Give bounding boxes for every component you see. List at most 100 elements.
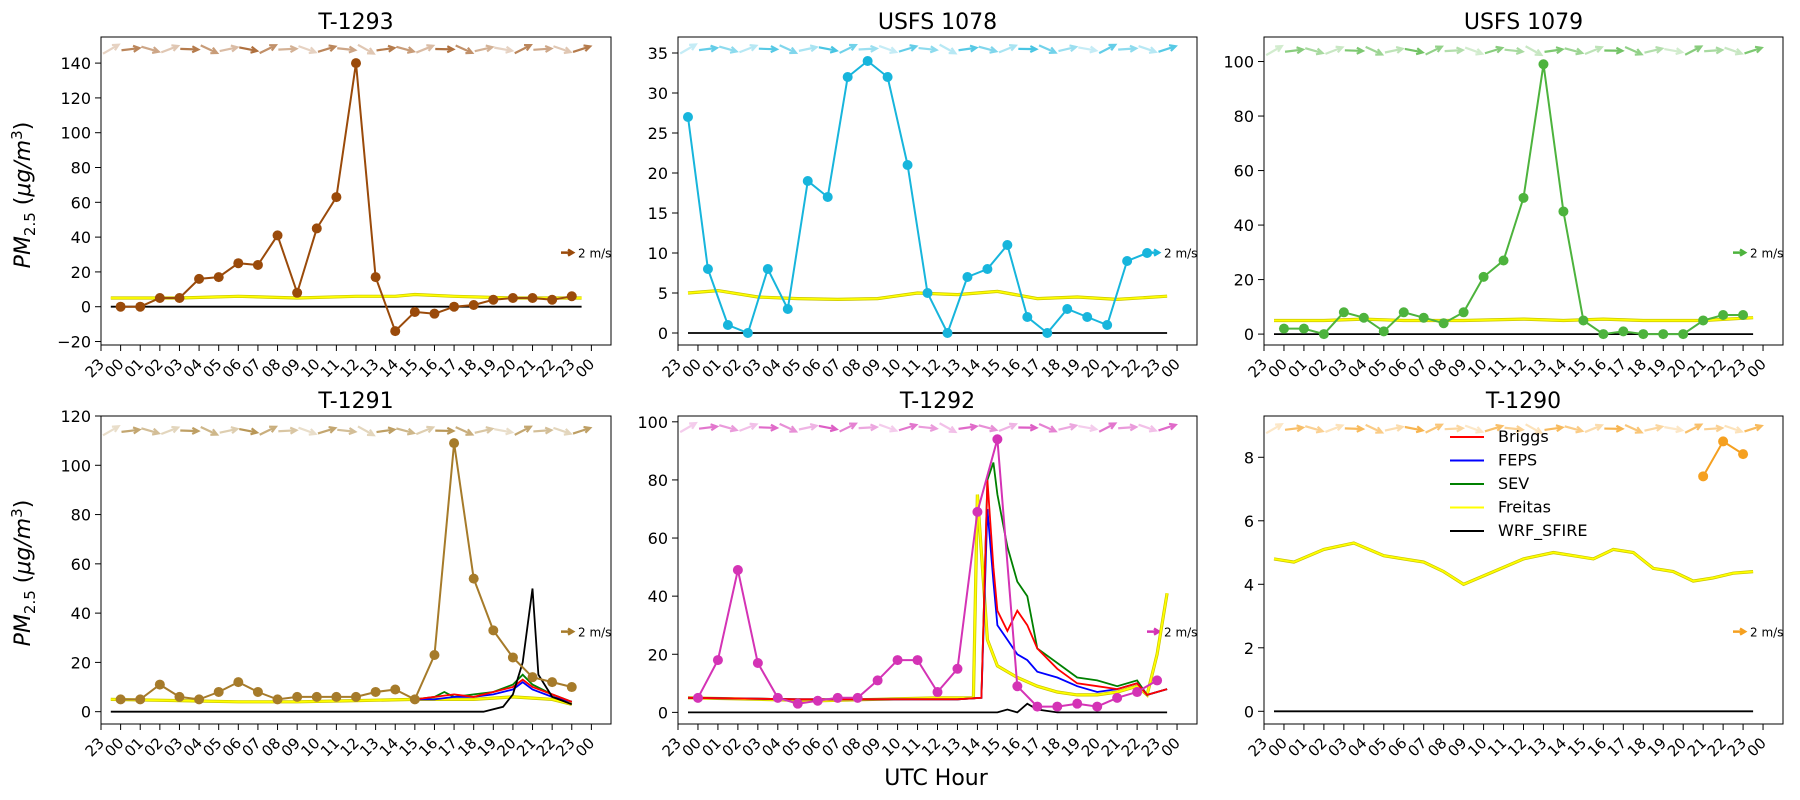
wind-arrow <box>1098 43 1118 55</box>
wind-arrow <box>160 425 181 436</box>
observation-point <box>351 691 361 702</box>
y-tick-label: 6 <box>1244 512 1254 531</box>
panel-title: USFS 1079 <box>1464 10 1583 35</box>
wind-arrow <box>1078 424 1099 433</box>
wind-key-label: 2 m/s <box>578 247 611 261</box>
wind-arrow <box>1624 424 1644 434</box>
y-tick-label: 0 <box>1244 702 1254 721</box>
y-tick-label: 8 <box>1244 448 1254 467</box>
observation-point <box>1132 687 1143 698</box>
observation-point <box>390 326 401 337</box>
wind-arrow <box>818 424 839 433</box>
wind-arrow <box>1365 423 1385 434</box>
wind-arrow <box>357 425 376 437</box>
panel-title: T-1290 <box>1485 389 1561 414</box>
observation-point <box>429 308 440 319</box>
wind-arrow <box>1158 44 1178 53</box>
y-tick-label: 0 <box>81 298 91 317</box>
wind-arrow <box>102 43 121 55</box>
model-line-freitas <box>1273 542 1754 586</box>
observation-point <box>1418 312 1429 323</box>
y-tick-label: 120 <box>60 89 91 108</box>
observation-point <box>1278 323 1289 334</box>
observation-point <box>507 652 518 663</box>
wind-arrow <box>918 424 939 432</box>
y-tick-label: 80 <box>71 506 91 525</box>
x-tick-label: 00 <box>572 734 598 760</box>
observation-point <box>722 320 733 330</box>
observation-point <box>547 294 558 305</box>
wind-arrow <box>1425 423 1444 434</box>
y-tick-label: 20 <box>71 263 91 282</box>
observation-point <box>370 272 381 283</box>
observation-point <box>115 301 126 312</box>
wind-arrow <box>1325 45 1345 55</box>
wind-arrow <box>180 45 201 54</box>
wind-key-arrow <box>1733 627 1748 636</box>
y-tick-label: 60 <box>71 555 91 574</box>
wind-arrow <box>878 423 899 433</box>
wind-arrow <box>1564 425 1585 434</box>
wind-arrow <box>679 421 698 434</box>
wind-arrow <box>718 424 739 433</box>
x-axis-label: UTC Hour <box>884 766 989 791</box>
observation-point <box>1072 698 1083 709</box>
wind-arrow <box>718 45 739 54</box>
observation-point <box>1738 310 1749 321</box>
observation-point <box>682 112 693 122</box>
wind-arrow <box>278 45 299 53</box>
wind-arrow <box>1464 424 1485 434</box>
legend-label: WRF_SFIRE <box>1498 521 1587 541</box>
observation-point <box>802 176 813 186</box>
observation-point <box>742 328 753 338</box>
observation-point <box>932 687 943 698</box>
wind-arrow <box>679 43 698 55</box>
observation-point <box>892 655 903 666</box>
wind-key-label: 2 m/s <box>1164 626 1197 640</box>
observation-point <box>1538 59 1549 70</box>
y-tick-label: 30 <box>648 84 668 103</box>
y-tick-label: 40 <box>71 604 91 623</box>
wind-arrow <box>1158 422 1178 432</box>
panel-title: USFS 1078 <box>878 10 997 35</box>
wind-arrow <box>798 423 819 431</box>
y-tick-label: 40 <box>1234 216 1254 235</box>
observation-point <box>1618 326 1629 337</box>
observation-line <box>697 438 1158 708</box>
observation-point <box>154 293 165 304</box>
y-tick-label: 4 <box>1244 575 1254 594</box>
wind-arrow <box>998 43 1018 54</box>
observation-point <box>429 650 440 661</box>
wind-arrow <box>1704 46 1725 55</box>
wind-arrow <box>818 45 839 54</box>
wind-arrow <box>1744 45 1764 55</box>
observation-point <box>311 223 322 234</box>
wind-arrow <box>1444 424 1466 433</box>
wind-arrow <box>1684 45 1704 56</box>
x-tick-label: 00 <box>1158 734 1184 760</box>
observation-point <box>135 694 146 705</box>
wind-arrow <box>978 424 999 433</box>
wind-arrow <box>1604 424 1625 433</box>
observation-point <box>962 272 973 282</box>
wind-arrow <box>376 426 397 435</box>
observation-point <box>311 691 322 702</box>
wind-arrow <box>259 425 279 436</box>
observation-point <box>1398 307 1409 318</box>
wind-arrow <box>1265 422 1284 435</box>
wind-arrow <box>978 45 999 54</box>
wind-arrow <box>102 425 121 437</box>
wind-arrow <box>1744 423 1764 433</box>
wind-arrow <box>553 426 573 436</box>
wind-arrow <box>396 45 417 54</box>
y-tick-label: 100 <box>637 413 668 432</box>
y-tick-label: 20 <box>648 164 668 183</box>
legend-label: Briggs <box>1498 427 1549 446</box>
observation-point <box>174 691 185 702</box>
observation-point <box>331 192 342 203</box>
model-line-feps <box>687 508 1168 701</box>
observation-point <box>252 259 263 270</box>
y-tick-label: 20 <box>648 645 668 664</box>
